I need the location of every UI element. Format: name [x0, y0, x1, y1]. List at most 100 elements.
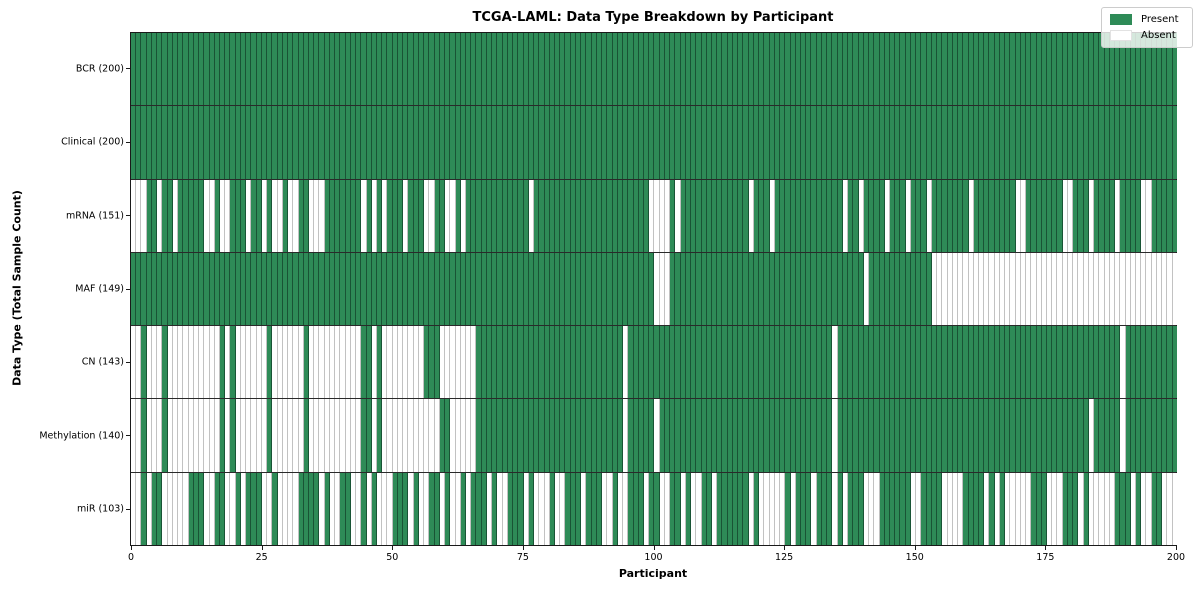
heatmap-cell [1020, 252, 1027, 326]
heatmap-cell [225, 399, 231, 472]
heatmap-cell [188, 106, 194, 179]
heatmap-cell [1120, 106, 1126, 179]
heatmap-cell [869, 399, 875, 472]
heatmap-cell [837, 179, 843, 252]
heatmap-cell [586, 326, 592, 399]
heatmap-cell [507, 252, 514, 326]
heatmap-cell [722, 252, 728, 326]
heatmap-cell [225, 252, 231, 326]
heatmap-cell [167, 399, 173, 472]
heatmap-cell [293, 399, 299, 472]
y-tick-label: mRNA (151) [65, 210, 124, 222]
heatmap-cell [277, 326, 283, 399]
heatmap-cell [596, 472, 603, 545]
heatmap-cell [340, 326, 346, 399]
heatmap-cell [502, 252, 508, 326]
heatmap-cell [549, 33, 555, 106]
heatmap-cell [308, 106, 315, 179]
heatmap-cell [1151, 472, 1157, 545]
heatmap-cell [1036, 106, 1042, 179]
heatmap-cell [790, 472, 796, 545]
heatmap-cell [1062, 106, 1068, 179]
heatmap-cell [780, 33, 786, 106]
y-tick-mark [126, 435, 130, 437]
heatmap-cell [633, 33, 639, 106]
heatmap-cell [994, 252, 1000, 326]
heatmap-cell [219, 326, 226, 399]
heatmap-cell [282, 179, 289, 252]
heatmap-cell [413, 326, 419, 399]
heatmap-cell [623, 179, 629, 252]
heatmap-cell [335, 472, 341, 545]
heatmap-cell [246, 252, 252, 326]
heatmap-cell [439, 399, 446, 472]
heatmap-cell [638, 106, 644, 179]
heatmap-cell [392, 326, 398, 399]
heatmap-cell [219, 106, 226, 179]
heatmap-cell [722, 33, 728, 106]
heatmap-cell [188, 33, 194, 106]
heatmap-cell [240, 252, 247, 326]
heatmap-cell [738, 179, 744, 252]
heatmap-cell [942, 106, 948, 179]
heatmap-cell [356, 399, 362, 472]
heatmap-cell [492, 179, 498, 252]
heatmap-cell [335, 106, 341, 179]
heatmap-cell [209, 326, 215, 399]
heatmap-cell [413, 33, 419, 106]
heatmap-cell [518, 252, 524, 326]
heatmap-cell [1125, 106, 1131, 179]
heatmap-cell [319, 33, 325, 106]
heatmap-cell [889, 326, 896, 399]
heatmap-cell [1067, 472, 1074, 545]
heatmap-cell [429, 399, 435, 472]
heatmap-cell [1172, 106, 1177, 179]
heatmap-cell [649, 399, 655, 472]
heatmap-cell [193, 179, 200, 252]
heatmap-cell [832, 252, 838, 326]
heatmap-cell [1104, 179, 1110, 252]
heatmap-cell [607, 252, 613, 326]
heatmap-cell [1094, 33, 1100, 106]
heatmap-cell [617, 326, 624, 399]
heatmap-cell [1078, 326, 1084, 399]
heatmap-cell [549, 179, 555, 252]
heatmap-cell [1010, 106, 1016, 179]
heatmap-cell [999, 252, 1006, 326]
heatmap-cell [272, 106, 278, 179]
heatmap-cell [1015, 179, 1021, 252]
heatmap-cell [884, 326, 890, 399]
heatmap-cell [1162, 326, 1168, 399]
heatmap-cell [1067, 326, 1074, 399]
heatmap-cell [581, 326, 587, 399]
heatmap-cell [413, 472, 419, 545]
heatmap-cell [246, 179, 252, 252]
heatmap-cell [256, 179, 262, 252]
heatmap-cell [204, 252, 210, 326]
heatmap-cell [952, 472, 959, 545]
heatmap-cell [926, 106, 932, 179]
heatmap-cell [743, 252, 749, 326]
heatmap-cell [471, 472, 477, 545]
heatmap-cell [722, 106, 728, 179]
heatmap-cell [884, 399, 890, 472]
x-tick-mark [392, 546, 394, 550]
heatmap-cell [345, 472, 351, 545]
heatmap-cell [753, 106, 760, 179]
heatmap-cell [199, 179, 205, 252]
heatmap-cell [1115, 472, 1121, 545]
heatmap-cell [717, 179, 723, 252]
heatmap-cell [450, 33, 456, 106]
heatmap-cell [397, 33, 404, 106]
heatmap-cell [471, 326, 477, 399]
heatmap-cell [481, 33, 487, 106]
heatmap-cell [764, 106, 770, 179]
heatmap-cell [1151, 326, 1157, 399]
heatmap-cell [722, 399, 728, 472]
heatmap-cell [680, 33, 686, 106]
heatmap-cell [1120, 472, 1126, 545]
heatmap-cell [947, 33, 953, 106]
heatmap-cell [1120, 179, 1126, 252]
heatmap-cell [382, 472, 388, 545]
heatmap-cell [225, 179, 231, 252]
